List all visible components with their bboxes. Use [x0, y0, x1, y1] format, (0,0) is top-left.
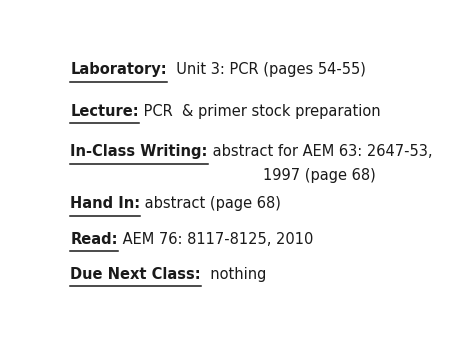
Text: In-Class Writing:: In-Class Writing: — [70, 144, 207, 160]
Text: nothing: nothing — [201, 267, 266, 282]
Text: Hand In:: Hand In: — [70, 196, 140, 212]
Text: Lecture:: Lecture: — [70, 104, 139, 119]
Text: AEM 76: 8117-8125, 2010: AEM 76: 8117-8125, 2010 — [118, 232, 313, 246]
Text: Laboratory:: Laboratory: — [70, 63, 167, 77]
Text: Due Next Class:: Due Next Class: — [70, 267, 201, 282]
Text: PCR  & primer stock preparation: PCR & primer stock preparation — [139, 104, 380, 119]
Text: 1997 (page 68): 1997 (page 68) — [263, 168, 376, 183]
Text: abstract for AEM 63: 2647-53,: abstract for AEM 63: 2647-53, — [207, 144, 432, 160]
Text: Unit 3: PCR (pages 54-55): Unit 3: PCR (pages 54-55) — [167, 63, 366, 77]
Text: Read:: Read: — [70, 232, 118, 246]
Text: abstract (page 68): abstract (page 68) — [140, 196, 281, 212]
